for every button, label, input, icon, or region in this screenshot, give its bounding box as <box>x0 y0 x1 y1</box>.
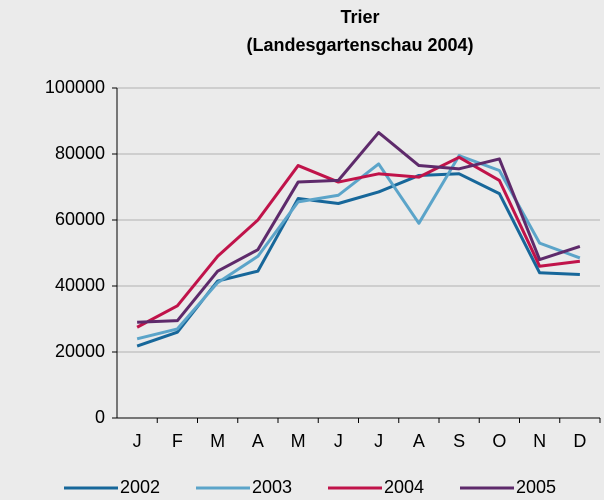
x-tick-label: A <box>413 431 425 451</box>
x-tick-label: A <box>252 431 264 451</box>
x-tick-label: S <box>453 431 465 451</box>
x-tick-label: J <box>133 431 142 451</box>
y-tick-label: 20000 <box>55 341 105 361</box>
y-tick-label: 0 <box>95 407 105 427</box>
x-tick-label: J <box>374 431 383 451</box>
chart-title: Trier <box>340 7 379 27</box>
y-tick-label: 80000 <box>55 143 105 163</box>
y-tick-label: 40000 <box>55 275 105 295</box>
series-line <box>136 155 581 329</box>
x-tick-label: J <box>334 431 343 451</box>
y-tick-label: 100000 <box>45 77 105 97</box>
y-tick-label: 60000 <box>55 209 105 229</box>
series-line <box>136 154 581 341</box>
x-tick-label: O <box>492 431 506 451</box>
legend-label: 2002 <box>120 477 160 497</box>
chart-subtitle: (Landesgartenschau 2004) <box>246 35 473 55</box>
x-tick-label: D <box>573 431 586 451</box>
legend-label: 2005 <box>516 477 556 497</box>
legend-label: 2003 <box>252 477 292 497</box>
legend-label: 2004 <box>384 477 424 497</box>
x-tick-label: M <box>291 431 306 451</box>
series-line <box>137 131 581 324</box>
x-tick-label: F <box>172 431 183 451</box>
x-tick-label: N <box>533 431 546 451</box>
x-tick-label: M <box>210 431 225 451</box>
series-line <box>136 172 580 348</box>
